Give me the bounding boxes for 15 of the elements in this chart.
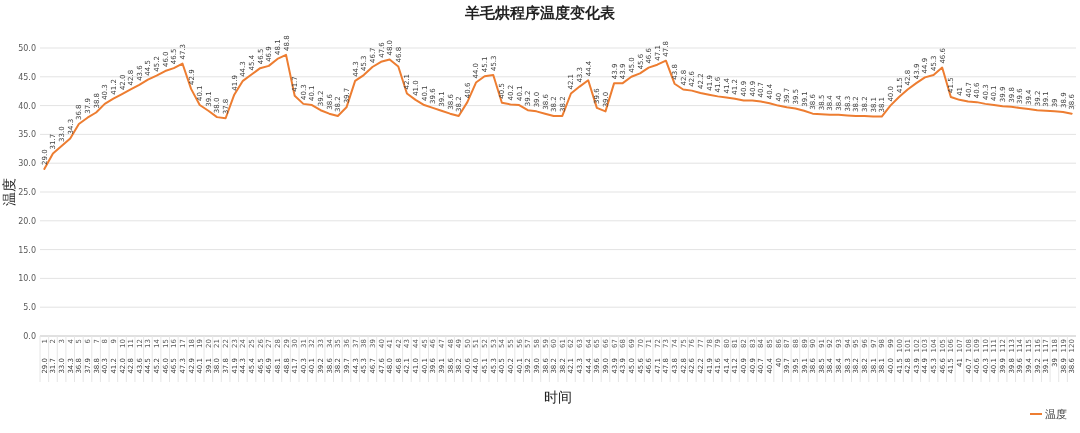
x-axis-title: 时间 <box>544 389 572 405</box>
y-axis-title: 温度 <box>1 178 17 206</box>
y-tick-label: 20.0 <box>18 216 36 226</box>
y-tick-label: 10.0 <box>18 274 36 284</box>
y-tick-label: 45.0 <box>18 72 36 82</box>
y-tick-label: 15.0 <box>18 245 36 255</box>
legend-label: 温度 <box>1045 408 1067 421</box>
y-tick-label: 40.0 <box>18 101 36 111</box>
y-tick-label: 35.0 <box>18 130 36 140</box>
y-tick-label: 5.0 <box>23 303 36 313</box>
y-tick-label: 30.0 <box>18 159 36 169</box>
y-tick-label: 0.0 <box>23 332 36 341</box>
chart-title: 羊毛烘程序温度变化表 <box>464 4 616 22</box>
y-tick-label: 50.0 <box>18 44 36 53</box>
y-tick-label: 25.0 <box>18 188 36 197</box>
